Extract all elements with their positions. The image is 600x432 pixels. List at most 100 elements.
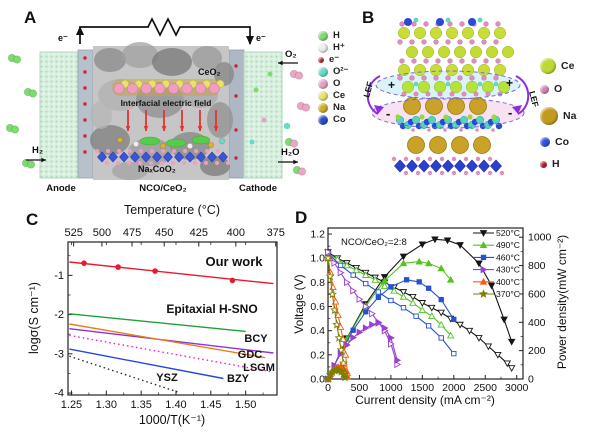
series-lsgm: LSGM bbox=[69, 334, 275, 374]
lef-label-left: LEF bbox=[361, 80, 375, 98]
x-tick-label: 1.35 bbox=[130, 399, 151, 411]
series-370-c bbox=[323, 253, 350, 383]
panel-d-label: D bbox=[295, 208, 308, 227]
y-axis-title: logσ(S cm⁻¹) bbox=[27, 282, 41, 354]
legend-label: 400°C bbox=[496, 277, 520, 287]
left-tick-label: 0.8 bbox=[310, 277, 325, 289]
ceo2-label: CeO₂ bbox=[198, 67, 221, 77]
atom-label: Co bbox=[555, 136, 569, 148]
atom-label: Ce bbox=[561, 60, 575, 72]
interfacial-field-label: Interfacial electric field bbox=[121, 98, 212, 108]
atom-label: O bbox=[554, 83, 563, 95]
panel-d-legend: 520°C 490°C 460°C 430°C 400°C 370°C bbox=[473, 228, 520, 299]
x-tick-label: 0 bbox=[325, 382, 331, 394]
electron-label-left: e⁻ bbox=[58, 33, 68, 43]
atom-dot bbox=[318, 114, 328, 125]
right-tick-label: 1000 bbox=[528, 232, 552, 244]
composition-annotation: NCO/CeO₂=2:8 bbox=[341, 237, 407, 248]
legend-item: Co bbox=[540, 136, 569, 148]
axes: 0 500 1000 1500 2000 2500 30000.00.20.40.60.81… bbox=[310, 227, 552, 394]
x-tick-label: 1.50 bbox=[235, 399, 256, 411]
series-label: GDC bbox=[238, 349, 263, 361]
atom-label: H bbox=[333, 30, 340, 41]
legend-item: e⁻ bbox=[318, 54, 339, 65]
legend-label: 490°C bbox=[496, 240, 520, 250]
legend-item: Na bbox=[540, 107, 576, 125]
left-tick-label: 1.2 bbox=[310, 229, 325, 241]
atom-dot bbox=[540, 160, 547, 168]
top-tick-label: 400 bbox=[227, 227, 245, 239]
x-tick-label: 1.40 bbox=[165, 399, 186, 411]
panel-a-legend: H H⁺ e⁻ O²⁻ O Ce Na Co bbox=[318, 30, 360, 130]
legend-item: O²⁻ bbox=[318, 66, 349, 77]
legend-item: H⁺ bbox=[318, 42, 345, 53]
h2-label: H₂ bbox=[32, 145, 43, 156]
left-tick-label: 1.0 bbox=[310, 253, 325, 265]
legend-item: O bbox=[318, 78, 340, 89]
top-tick-label: 525 bbox=[64, 227, 82, 239]
legend-item: O bbox=[540, 83, 562, 95]
electrolyte-tem-image: CeO₂ Interfacial electric field NaₓCoO₂ bbox=[90, 42, 234, 180]
x-tick-label: 1.30 bbox=[96, 399, 117, 411]
top-axis-title: Temperature (°C) bbox=[124, 203, 220, 217]
left-tick-label: 0.6 bbox=[310, 301, 325, 313]
x-tick-label: 1.25 bbox=[61, 399, 82, 411]
top-tick-label: 500 bbox=[93, 227, 111, 239]
gas-molecules bbox=[5, 53, 311, 176]
atom-label: Co bbox=[333, 114, 346, 125]
cathode-slab bbox=[243, 51, 283, 179]
atom-label: Ce bbox=[333, 90, 346, 101]
atom-dot bbox=[318, 78, 328, 89]
lef-label-right: LEF bbox=[527, 90, 541, 108]
gas-flow-labels: H₂ O₂ H₂O bbox=[26, 49, 299, 165]
naxcoo2-label: NaₓCoO₂ bbox=[138, 164, 176, 174]
series-ysz: YSZ bbox=[69, 355, 178, 393]
atom-dot bbox=[318, 66, 328, 77]
atom-label: e⁻ bbox=[329, 54, 340, 65]
top-tick-label: 450 bbox=[155, 227, 173, 239]
minus-sign: - bbox=[508, 105, 512, 120]
atom-label: H⁺ bbox=[333, 42, 345, 53]
y-tick-label: -1 bbox=[54, 270, 64, 282]
panel-b-label: B bbox=[362, 8, 375, 27]
x-tick-label: 1.45 bbox=[200, 399, 221, 411]
o2-label: O₂ bbox=[285, 49, 297, 60]
atom-dot bbox=[540, 137, 550, 147]
x-tick-label: 2000 bbox=[442, 382, 466, 394]
cathode-label: Cathode bbox=[239, 183, 277, 194]
atom-dot bbox=[540, 107, 558, 125]
left-tick-label: 0.2 bbox=[310, 349, 325, 361]
series-epitaxial-h-sno: Epitaxial H-SNO bbox=[69, 302, 258, 333]
local-electric-field-arrows: LEF LEF bbox=[361, 75, 541, 115]
x-tick-label: 2500 bbox=[474, 382, 498, 394]
legend-label: 370°C bbox=[496, 289, 520, 299]
right-tick-label: 800 bbox=[528, 260, 546, 272]
top-tick-label: 425 bbox=[190, 227, 208, 239]
atom-label: H bbox=[552, 158, 560, 170]
atom-dot bbox=[318, 90, 328, 101]
top-tick-label: 375 bbox=[267, 227, 285, 239]
h2o-label: H₂O bbox=[281, 147, 299, 158]
left-tick-label: 0.0 bbox=[310, 374, 325, 386]
minus-sign: - bbox=[386, 106, 390, 121]
external-circuit: e⁻ e⁻ bbox=[58, 17, 266, 45]
right-tick-label: 400 bbox=[528, 317, 546, 329]
x-axis-title: Current density (mA cm⁻²) bbox=[355, 393, 495, 407]
panel-b-legend: Ce O Na Co H bbox=[540, 58, 595, 178]
legend-item: H bbox=[540, 158, 560, 170]
electron-label-right: e⁻ bbox=[256, 33, 266, 43]
series-label: BZY bbox=[227, 373, 250, 385]
legend-item: Ce bbox=[318, 90, 345, 101]
atom-dot bbox=[540, 58, 556, 74]
legend-item: Co bbox=[318, 114, 346, 125]
panel-a-fuel-cell-schematic: e⁻ e⁻ CeO₂ Interfacial electric field NaₓCoO… bbox=[5, 17, 311, 194]
legend-label: 430°C bbox=[496, 265, 520, 275]
atom-label: O²⁻ bbox=[333, 66, 349, 77]
x-tick-label: 500 bbox=[351, 382, 369, 394]
plus-sign: + bbox=[506, 76, 513, 90]
atom-dot bbox=[540, 84, 549, 94]
